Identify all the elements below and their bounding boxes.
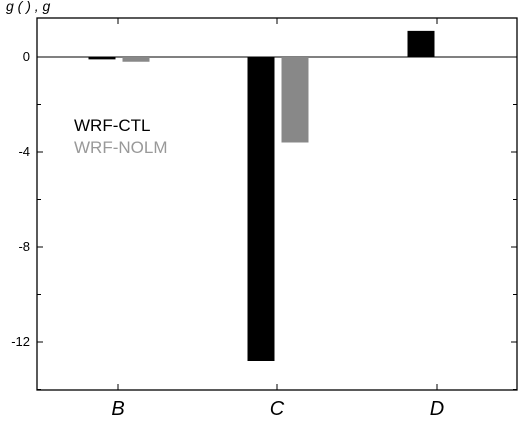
x-tick-labels: B C D	[111, 398, 444, 420]
bar-wrf-nolm-b	[122, 57, 150, 62]
legend-entry-wrf-ctl: WRF-CTL	[74, 116, 150, 135]
x-category-label: D	[430, 398, 444, 420]
bar-wrf-ctl-c	[247, 57, 275, 361]
y-tick-label: -8	[18, 239, 30, 254]
y-tick-label: -4	[18, 144, 30, 159]
x-category-label: B	[111, 398, 124, 420]
y-tick-label: -12	[11, 334, 30, 349]
axis-ticks	[37, 18, 517, 390]
bar-wrf-ctl-b	[88, 57, 116, 60]
legend: WRF-CTL WRF-NOLM	[74, 116, 167, 157]
y-tick-label: 0	[23, 49, 30, 64]
chart-title-partial: g ( ) , g	[6, 0, 51, 14]
plot-frame	[36, 17, 518, 391]
bar-wrf-nolm-c	[281, 57, 309, 143]
bar-wrf-ctl-d	[407, 30, 435, 57]
legend-entry-wrf-nolm: WRF-NOLM	[74, 138, 167, 157]
x-category-label: C	[270, 398, 285, 420]
y-tick-labels: 0 -4 -8 -12	[11, 49, 30, 349]
bars	[88, 30, 435, 361]
